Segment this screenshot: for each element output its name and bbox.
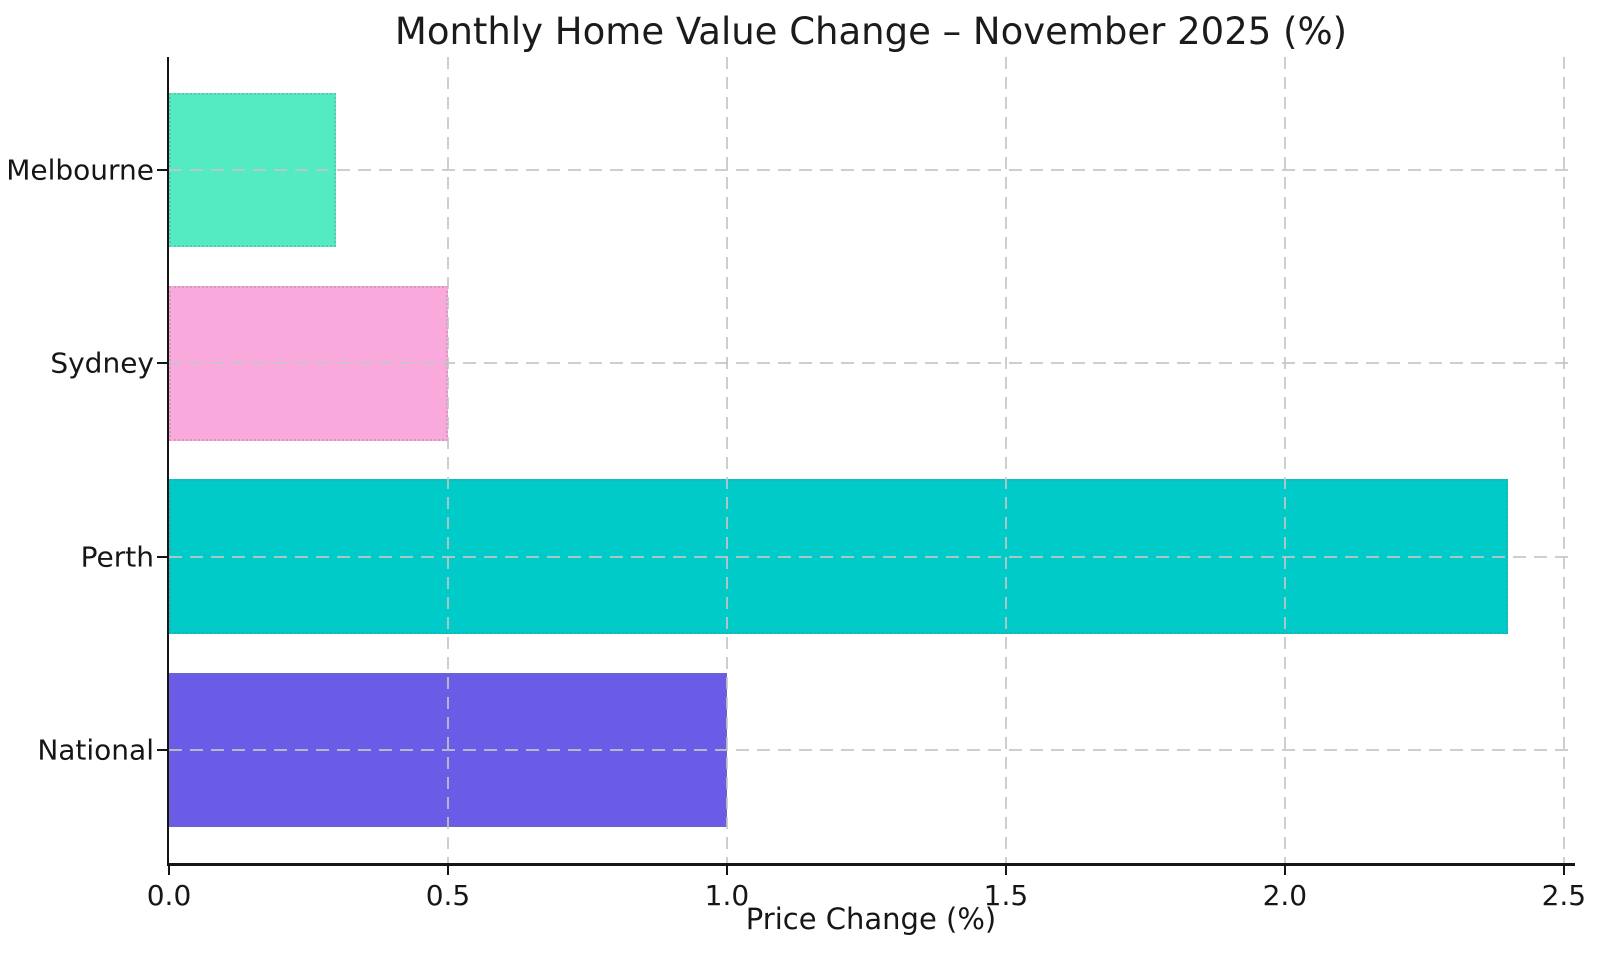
plot-area: 0.0 0.5 1.0 1.5 2.0 2.5 Melbourne Sydney Perth Na… (6, 57, 1586, 912)
y-tick-label: Perth (80, 540, 154, 574)
gridline-y-perth (169, 555, 1575, 558)
gridline-x-1.0 (725, 57, 728, 863)
x-tick-mark (1283, 866, 1286, 875)
y-tick-mark (157, 169, 167, 172)
gridline-y-melbourne (169, 169, 1575, 172)
y-tick-label: Melbourne (6, 153, 154, 187)
y-tick-label: Sydney (50, 346, 154, 380)
x-tick-label: 0.0 (146, 879, 192, 912)
y-tick-mark (157, 362, 167, 365)
y-tick-mark (157, 748, 167, 751)
y-tick-mark (157, 555, 167, 558)
gridline-x-2.0 (1283, 57, 1286, 863)
x-tick-label: 2.0 (1262, 879, 1308, 912)
gridline-y-sydney (169, 362, 1575, 365)
x-tick-mark (1004, 866, 1007, 875)
x-tick-label: 1.5 (983, 879, 1029, 912)
gridline-x-1.5 (1004, 57, 1007, 863)
chart-title: Monthly Home Value Change – November 202… (394, 10, 1348, 53)
x-tick-mark (1562, 866, 1565, 875)
x-tick-mark (725, 866, 728, 875)
x-tick-label: 2.5 (1541, 879, 1587, 912)
x-tick-mark (446, 866, 449, 875)
gridline-x-0.5 (446, 57, 449, 863)
x-axis-label: Price Change (%) (745, 902, 997, 936)
gridline-x-2.5 (1562, 57, 1565, 863)
x-tick-label: 1.0 (704, 879, 750, 912)
x-tick-label: 0.5 (425, 879, 471, 912)
x-tick-mark (168, 866, 170, 875)
y-tick-label: National (37, 733, 154, 767)
gridline-y-national (169, 748, 1575, 751)
